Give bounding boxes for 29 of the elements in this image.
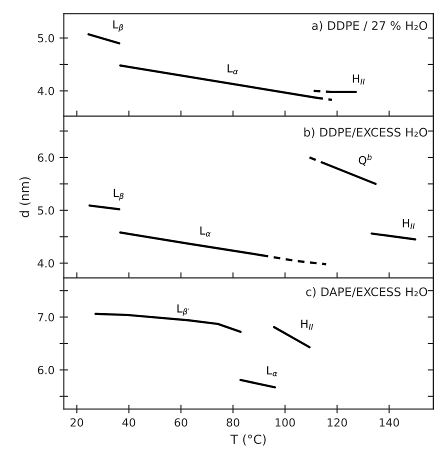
series-label: L$_{α}$ — [267, 366, 278, 376]
series-label: L$_{α}$ — [200, 226, 211, 237]
y-tick-label: 5.0 — [38, 34, 54, 42]
x-tick-label: 40 — [122, 418, 136, 427]
y-tick-label: 6.0 — [38, 366, 54, 374]
series-label: L$_{β′}$ — [177, 304, 190, 316]
x-tick-label: 100 — [276, 418, 295, 427]
x-tick-label: 140 — [380, 418, 400, 427]
x-tick-label: 60 — [174, 418, 188, 427]
x-tick-label: 120 — [328, 418, 347, 427]
series-label: L$_{β}$ — [113, 20, 123, 32]
series-label: H$_{II}$ — [301, 320, 313, 330]
y-tick-label: 7.0 — [38, 313, 54, 322]
series-label: L$_{α}$ — [228, 64, 238, 74]
y-tick-label: 4.0 — [38, 259, 54, 268]
x-tick-label: 20 — [70, 418, 84, 427]
x-axis-title: T (°C) — [230, 434, 266, 446]
text: c) DAPE/EXCESS H₂O — [306, 287, 428, 298]
y-tick-label: 5.0 — [38, 206, 54, 215]
y-tick-label: 4.0 — [38, 86, 54, 96]
series-label: H$_{II}$ — [352, 74, 365, 84]
x-tick-label: 80 — [226, 418, 240, 427]
y-tick-label: 6.0 — [38, 153, 54, 162]
series-label: Q$^{b}$ — [358, 154, 372, 166]
y-axis-title: d (nm) — [19, 177, 31, 218]
series-label: L$_{β}$ — [114, 188, 124, 200]
series-label: H$_{II}$ — [402, 219, 415, 230]
text: b) DDPE/EXCESS H₂O — [304, 128, 428, 138]
text: a) DDPE / 27 % H₂O — [312, 20, 428, 32]
